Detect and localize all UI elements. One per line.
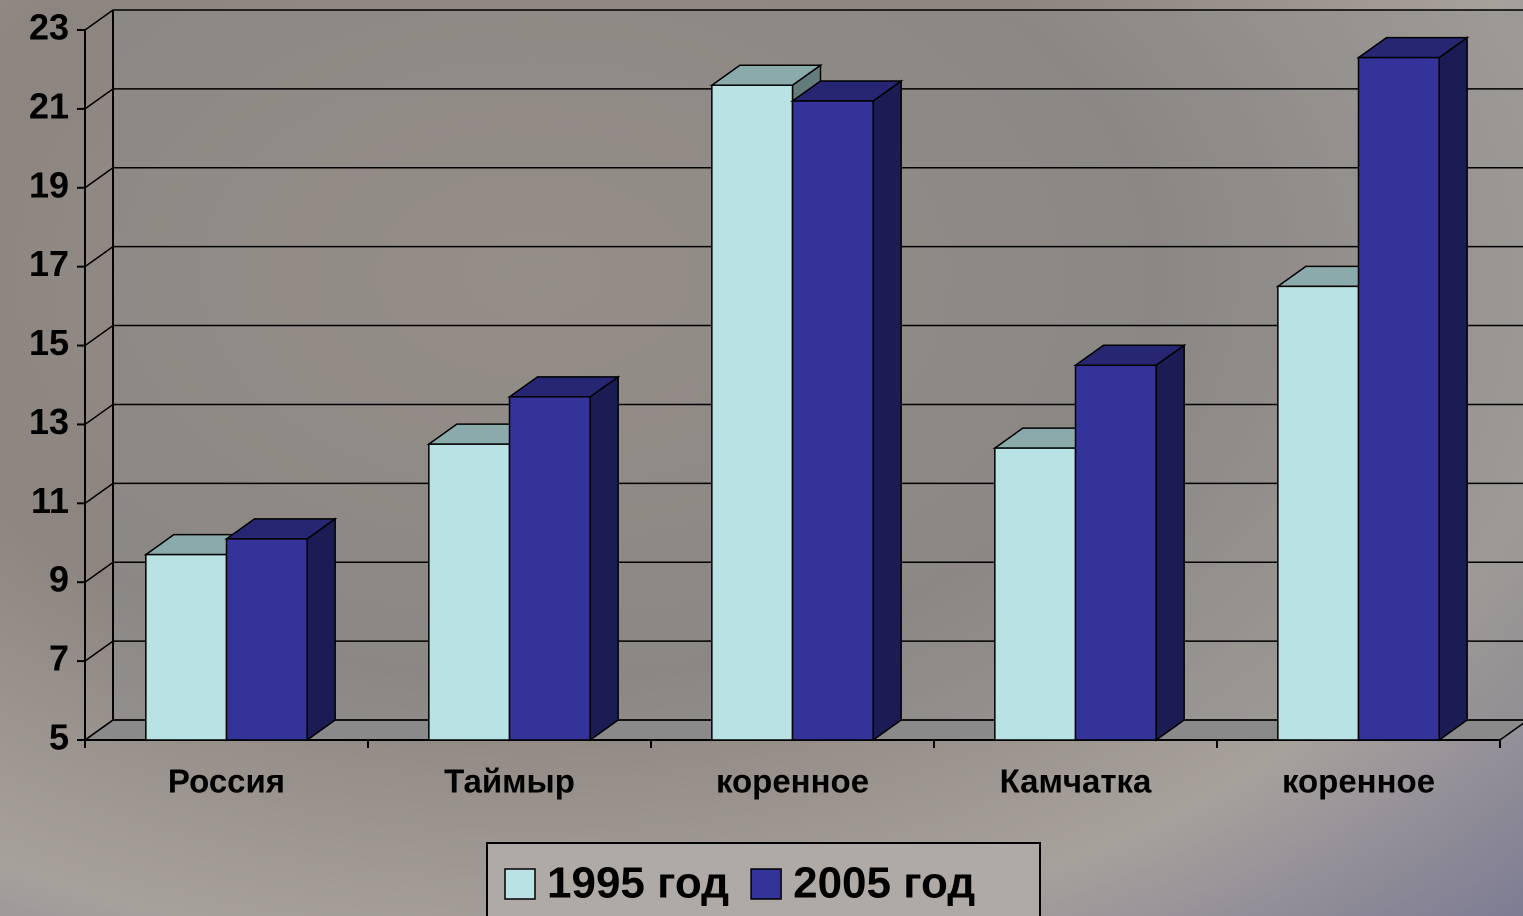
bar: [1073, 343, 1187, 742]
y-tick-label: 23: [29, 7, 69, 48]
grid-line: [84, 245, 1523, 268]
bar: [224, 517, 338, 742]
bar-side: [872, 79, 902, 742]
bar-side: [306, 517, 336, 742]
legend-label: 2005 год: [793, 859, 975, 908]
legend-label: 1995 год: [547, 859, 729, 908]
bar-side: [1438, 36, 1468, 742]
bar-front: [1277, 285, 1360, 741]
bar-front: [994, 447, 1077, 741]
bar-front: [225, 538, 308, 741]
bar: [790, 79, 904, 742]
y-tick-label: 17: [29, 243, 69, 284]
bar-front: [428, 443, 511, 741]
y-tick-label: 9: [49, 559, 69, 600]
legend: 1995 год 2005 год: [486, 842, 1041, 916]
x-tick-label: коренное: [1282, 763, 1435, 800]
x-tick-label: Камчатка: [1000, 763, 1152, 800]
grid-line: [84, 403, 1523, 426]
y-tick-label: 7: [49, 638, 69, 679]
bar-front: [508, 396, 591, 741]
grid-line: [84, 88, 1523, 110]
bar-side: [589, 375, 619, 742]
grid-line: [84, 167, 1523, 189]
grid-line: [84, 9, 1523, 31]
bar-side: [1155, 343, 1185, 742]
bar: [507, 375, 621, 742]
x-tick-label: коренное: [716, 763, 869, 800]
grid-line: [84, 324, 1523, 347]
x-tick-label: Таймыр: [444, 763, 575, 800]
y-tick-label: 21: [29, 85, 69, 126]
bar-front: [145, 553, 228, 741]
y-tick-label: 15: [29, 322, 69, 363]
legend-swatch: [750, 868, 782, 900]
bar: [1356, 36, 1470, 742]
y-tick-label: 19: [29, 164, 69, 205]
bar-front: [1357, 56, 1440, 741]
bar-front: [791, 100, 874, 741]
bar-front: [711, 84, 794, 741]
y-tick-label: 5: [49, 717, 69, 758]
x-tick-label: Россия: [168, 763, 285, 800]
y-tick-label: 11: [31, 480, 69, 521]
y-tick-label: 13: [29, 401, 69, 442]
legend-swatch: [504, 868, 536, 900]
bar-front: [1074, 364, 1157, 741]
